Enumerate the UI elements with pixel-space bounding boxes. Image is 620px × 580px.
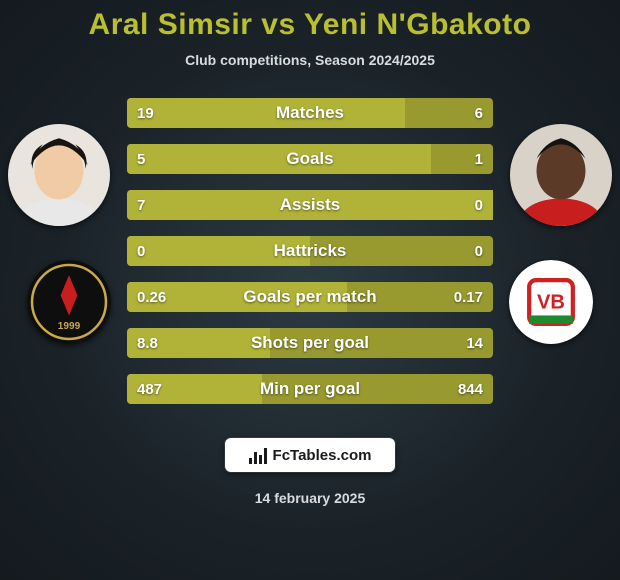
stat-bar-left xyxy=(127,144,431,174)
stats-rows: Matches196Goals51Assists70Hattricks00Goa… xyxy=(0,92,620,414)
stat-value-right: 14 xyxy=(466,322,483,364)
stat-value-left: 7 xyxy=(137,184,145,226)
stat-bar-left xyxy=(127,190,493,220)
stat-row: Min per goal487844 xyxy=(0,368,620,414)
stat-bar-track xyxy=(127,144,493,174)
stat-value-right: 844 xyxy=(458,368,483,410)
date-label: 14 february 2025 xyxy=(0,490,620,506)
stat-bar-left xyxy=(127,236,310,266)
stat-row: Goals per match0.260.17 xyxy=(0,276,620,322)
stat-bar-track xyxy=(127,374,493,404)
stat-value-left: 0.26 xyxy=(137,276,166,318)
stat-value-right: 0 xyxy=(475,230,483,272)
stat-bar-track xyxy=(127,282,493,312)
brand-name: FcTables.com xyxy=(273,447,372,464)
brand-logo-icon xyxy=(249,446,267,464)
stat-row: Matches196 xyxy=(0,92,620,138)
page-title: Aral Simsir vs Yeni N'Gbakoto xyxy=(0,8,620,42)
stat-bar-track xyxy=(127,328,493,358)
stat-value-right: 0.17 xyxy=(454,276,483,318)
stat-bar-track xyxy=(127,236,493,266)
stat-value-left: 8.8 xyxy=(137,322,158,364)
comparison-card: Aral Simsir vs Yeni N'Gbakoto Club compe… xyxy=(0,0,620,580)
stat-row: Hattricks00 xyxy=(0,230,620,276)
stat-value-left: 19 xyxy=(137,92,154,134)
stat-value-left: 5 xyxy=(137,138,145,180)
stat-row: Assists70 xyxy=(0,184,620,230)
brand-badge[interactable]: FcTables.com xyxy=(225,438,395,472)
stat-row: Shots per goal8.814 xyxy=(0,322,620,368)
page-subtitle: Club competitions, Season 2024/2025 xyxy=(0,52,620,68)
stat-value-right: 1 xyxy=(475,138,483,180)
stat-bar-track xyxy=(127,190,493,220)
stat-bar-left xyxy=(127,98,405,128)
stat-value-right: 0 xyxy=(475,184,483,226)
stat-value-left: 487 xyxy=(137,368,162,410)
stat-row: Goals51 xyxy=(0,138,620,184)
stat-bar-track xyxy=(127,98,493,128)
stat-value-left: 0 xyxy=(137,230,145,272)
stat-value-right: 6 xyxy=(475,92,483,134)
